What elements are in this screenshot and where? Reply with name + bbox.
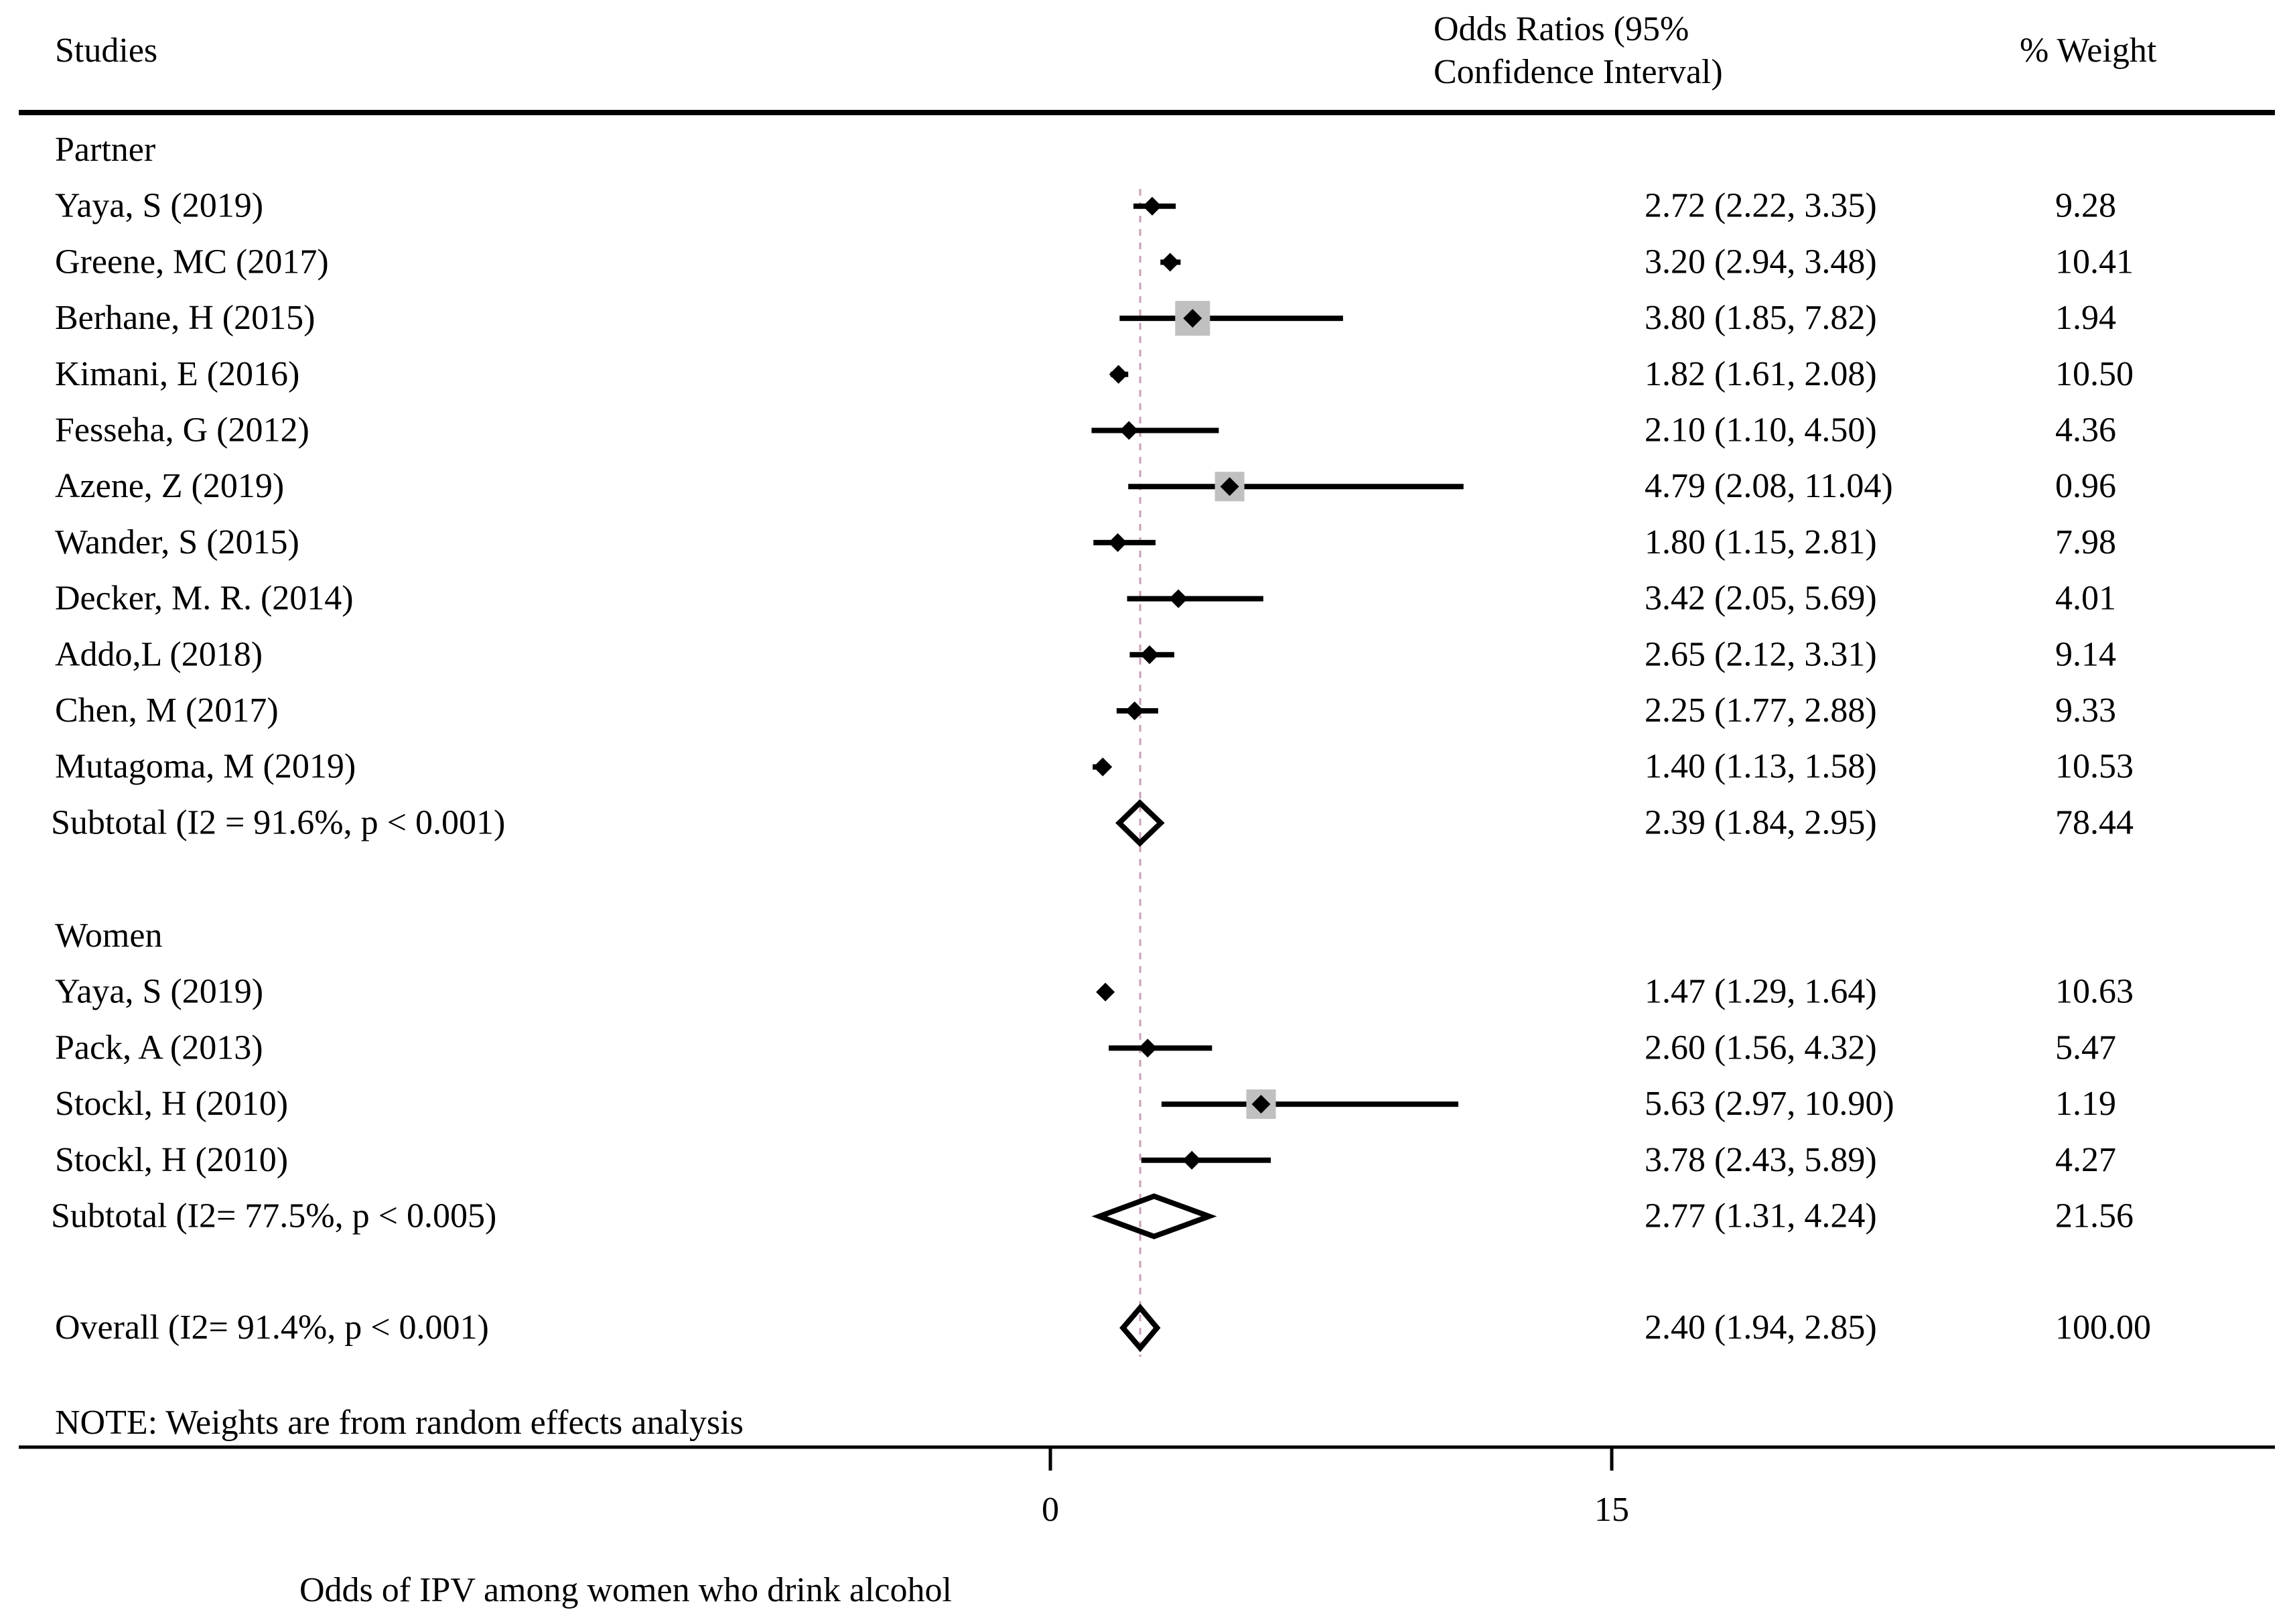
overall-diamond: [1119, 1303, 1161, 1353]
study-row-weight: 9.28: [2055, 187, 2116, 225]
study-row-weight: 9.33: [2055, 691, 2116, 730]
study-row-label: Yaya, S (2019): [55, 187, 263, 225]
subtotal-row-ci: 2.39 (1.84, 2.95): [1645, 803, 1877, 841]
point-estimate: [1138, 1038, 1158, 1058]
header-studies: Studies: [55, 31, 157, 70]
point-estimate: [1140, 645, 1160, 665]
x-tick-label: 0: [1042, 1491, 1059, 1529]
overall-row-ci: 2.40 (1.94, 2.85): [1645, 1308, 1877, 1347]
header-weight: % Weight: [2020, 31, 2157, 70]
study-row-label: Pack, A (2013): [55, 1028, 263, 1067]
group-label: Partner: [55, 131, 155, 169]
study-row-weight: 1.94: [2055, 299, 2116, 337]
study-row-weight: 7.98: [2055, 523, 2116, 561]
header-or-line1: Odds Ratios (95%: [1434, 10, 1689, 48]
study-row-ci: 1.47 (1.29, 1.64): [1645, 973, 1877, 1011]
point-estimate: [1125, 701, 1144, 720]
study-row-weight: 1.19: [2055, 1085, 2116, 1123]
point-estimate: [1169, 589, 1188, 608]
study-row-label: Addo,L (2018): [55, 635, 263, 673]
overall-row-label: Overall (I2= 91.4%, p < 0.001): [55, 1308, 489, 1347]
point-estimate: [1220, 477, 1239, 496]
study-row-ci: 1.80 (1.15, 2.81): [1645, 523, 1877, 561]
study-row-ci: 3.20 (2.94, 3.48): [1645, 243, 1877, 281]
point-estimate: [1109, 364, 1128, 384]
study-row-label: Greene, MC (2017): [55, 243, 329, 281]
study-row-weight: 0.96: [2055, 467, 2116, 505]
subtotal-row-weight: 78.44: [2055, 803, 2134, 841]
study-row-weight: 4.36: [2055, 411, 2116, 450]
study-row-weight: 10.41: [2055, 243, 2134, 281]
study-row-label: Stockl, H (2010): [55, 1085, 288, 1123]
subtotal-diamond: [1091, 1193, 1217, 1239]
study-row-weight: 10.63: [2055, 973, 2134, 1011]
subtotal-row-label: Subtotal (I2 = 91.6%, p < 0.001): [51, 803, 505, 841]
subtotal-row-ci: 2.77 (1.31, 4.24): [1645, 1197, 1877, 1235]
study-row-ci: 2.72 (2.22, 3.35): [1645, 187, 1877, 225]
study-row-ci: 1.40 (1.13, 1.58): [1645, 748, 1877, 786]
point-estimate: [1160, 253, 1180, 272]
point-estimate: [1183, 309, 1202, 328]
study-row-weight: 5.47: [2055, 1028, 2116, 1067]
overall-row-weight: 100.00: [2055, 1308, 2151, 1347]
study-row-label: Chen, M (2017): [55, 691, 279, 730]
study-row-label: Azene, Z (2019): [55, 467, 284, 505]
study-row-label: Wander, S (2015): [55, 523, 299, 561]
x-tick-label: 15: [1594, 1491, 1629, 1529]
point-estimate: [1251, 1095, 1271, 1114]
subtotal-row-label: Subtotal (I2= 77.5%, p < 0.005): [51, 1197, 496, 1235]
subtotal-diamond: [1115, 799, 1165, 847]
study-row-ci: 1.82 (1.61, 2.08): [1645, 355, 1877, 393]
study-row-label: Berhane, H (2015): [55, 299, 315, 337]
x-axis: 0 15: [1042, 1447, 1629, 1529]
study-row-ci: 2.25 (1.77, 2.88): [1645, 691, 1877, 730]
point-estimate: [1096, 982, 1115, 1002]
study-row-ci: 4.79 (2.08, 11.04): [1645, 467, 1893, 505]
study-row-weight: 4.01: [2055, 580, 2116, 618]
study-row-label: Kimani, E (2016): [55, 355, 299, 393]
point-estimate: [1093, 757, 1113, 776]
study-row-label: Fesseha, G (2012): [55, 411, 309, 450]
study-row-ci: 2.65 (2.12, 3.31): [1645, 635, 1877, 673]
study-row-ci: 3.78 (2.43, 5.89): [1645, 1141, 1877, 1179]
study-row-label: Mutagoma, M (2019): [55, 748, 356, 786]
study-row-weight: 10.53: [2055, 748, 2134, 786]
study-row-label: Decker, M. R. (2014): [55, 580, 354, 618]
footnote: NOTE: Weights are from random effects an…: [55, 1404, 744, 1442]
study-row-ci: 5.63 (2.97, 10.90): [1645, 1085, 1894, 1123]
study-row-weight: 9.14: [2055, 635, 2116, 673]
study-row-ci: 2.60 (1.56, 4.32): [1645, 1028, 1877, 1067]
study-row-weight: 10.50: [2055, 355, 2134, 393]
study-row-label: Yaya, S (2019): [55, 973, 263, 1011]
header-or-line2: Confidence Interval): [1434, 53, 1723, 91]
group-label: Women: [55, 917, 162, 955]
study-row-ci: 3.42 (2.05, 5.69): [1645, 580, 1877, 618]
point-estimate: [1182, 1150, 1202, 1170]
x-axis-label: Odds of IPV among women who drink alcoho…: [299, 1571, 952, 1609]
subtotal-row-weight: 21.56: [2055, 1197, 2134, 1235]
study-row-label: Stockl, H (2010): [55, 1141, 288, 1179]
study-row-ci: 2.10 (1.10, 4.50): [1645, 411, 1877, 450]
study-row-ci: 3.80 (1.85, 7.82): [1645, 299, 1877, 337]
point-estimate: [1142, 196, 1162, 216]
point-estimate: [1108, 533, 1127, 552]
point-estimate: [1119, 421, 1139, 440]
forest-rows: Partner Yaya, S (2019) 2.72 (2.22, 3.35) 9.…: [51, 131, 2151, 1357]
study-row-weight: 4.27: [2055, 1141, 2116, 1179]
